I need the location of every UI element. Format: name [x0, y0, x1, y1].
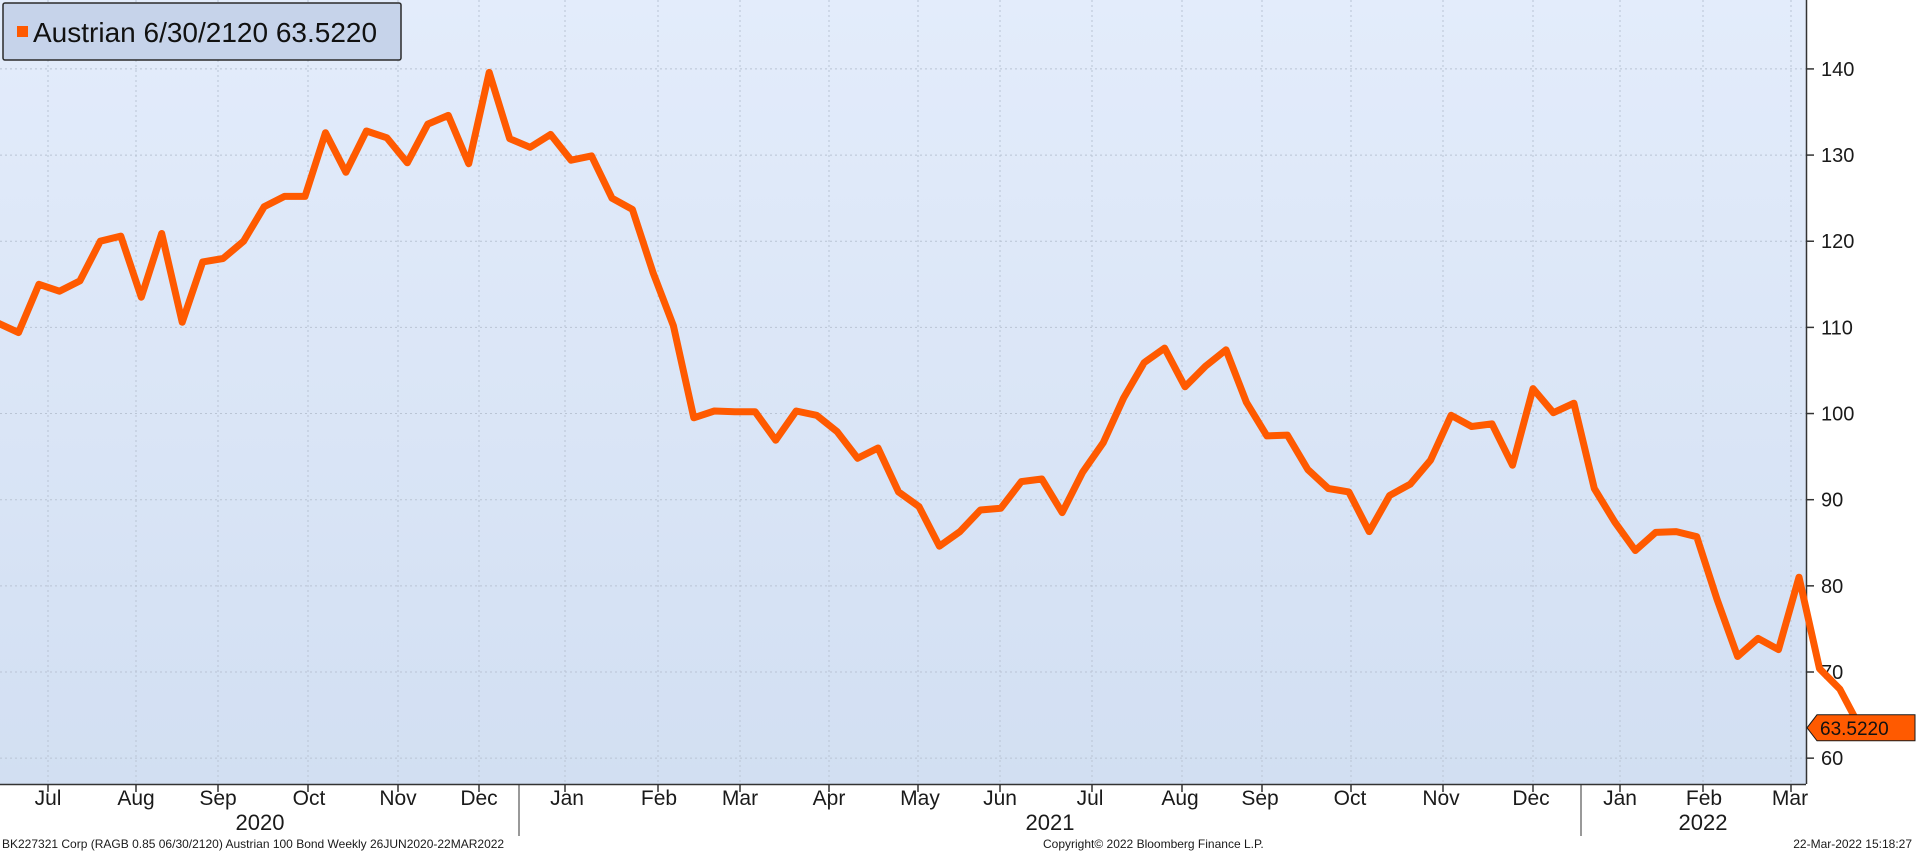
y-tick-label: 110 [1821, 317, 1853, 339]
x-tick-label: Dec [1512, 787, 1549, 810]
x-tick-label: Nov [1422, 787, 1460, 810]
x-axis: Jul Aug Sep Oct Nov Dec Jan Feb Mar Apr May Jun Jul A… [0, 783, 1808, 836]
legend-label: Austrian 6/30/2120 63.5220 [33, 17, 377, 48]
x-tick-label: Oct [1334, 787, 1367, 810]
x-tick-label: Mar [1772, 787, 1808, 810]
x-tick-label: Dec [460, 787, 497, 810]
x-tick-label: Jun [983, 787, 1017, 810]
x-tick-label: Jan [550, 787, 584, 810]
x-tick-label: Nov [379, 787, 417, 810]
last-value-label: 63.5220 [1820, 719, 1889, 740]
legend: Austrian 6/30/2120 63.5220 [2, 2, 402, 61]
footer-left-text: BK227321 Corp (RAGB 0.85 06/30/2120) Aus… [2, 837, 504, 851]
x-tick-label: Mar [722, 787, 758, 810]
last-value-tag: 63.5220 [1806, 714, 1916, 742]
x-tick-label: May [900, 787, 940, 810]
x-tick-label: Jul [35, 787, 62, 810]
x-tick-label: Sep [1241, 787, 1278, 810]
x-tick-label: Sep [199, 787, 236, 810]
y-tick-label: 100 [1821, 404, 1854, 426]
x-year-label: 2022 [1679, 810, 1728, 835]
y-tick-label: 90 [1821, 490, 1843, 512]
x-tick-label: Jul [1077, 787, 1104, 810]
y-tick-label: 140 [1821, 59, 1854, 81]
x-tick-label: Feb [641, 787, 677, 810]
x-tick-label: Oct [293, 787, 326, 810]
x-tick-label: Aug [117, 787, 154, 810]
x-tick-label: Jan [1603, 787, 1637, 810]
footer-bar [0, 836, 1916, 853]
y-tick-label: 120 [1821, 231, 1854, 253]
plot-background [0, 0, 1806, 784]
footer-timestamp-text: 22-Mar-2022 15:18:27 [1793, 837, 1912, 851]
x-year-label: 2020 [236, 810, 285, 835]
legend-box [2, 2, 402, 61]
x-tick-label: Feb [1686, 787, 1722, 810]
y-tick-label: 130 [1821, 145, 1854, 167]
x-tick-label: Apr [813, 787, 846, 810]
legend-marker-icon [17, 26, 28, 37]
y-tick-label: 60 [1821, 748, 1843, 770]
x-tick-label: Aug [1161, 787, 1198, 810]
x-year-label: 2021 [1026, 810, 1075, 835]
last-value-tag-shape [1806, 714, 1916, 742]
y-tick-label: 80 [1821, 576, 1843, 598]
footer-copyright-text: Copyright© 2022 Bloomberg Finance L.P. [1043, 837, 1264, 851]
series-line [0, 68, 1864, 732]
